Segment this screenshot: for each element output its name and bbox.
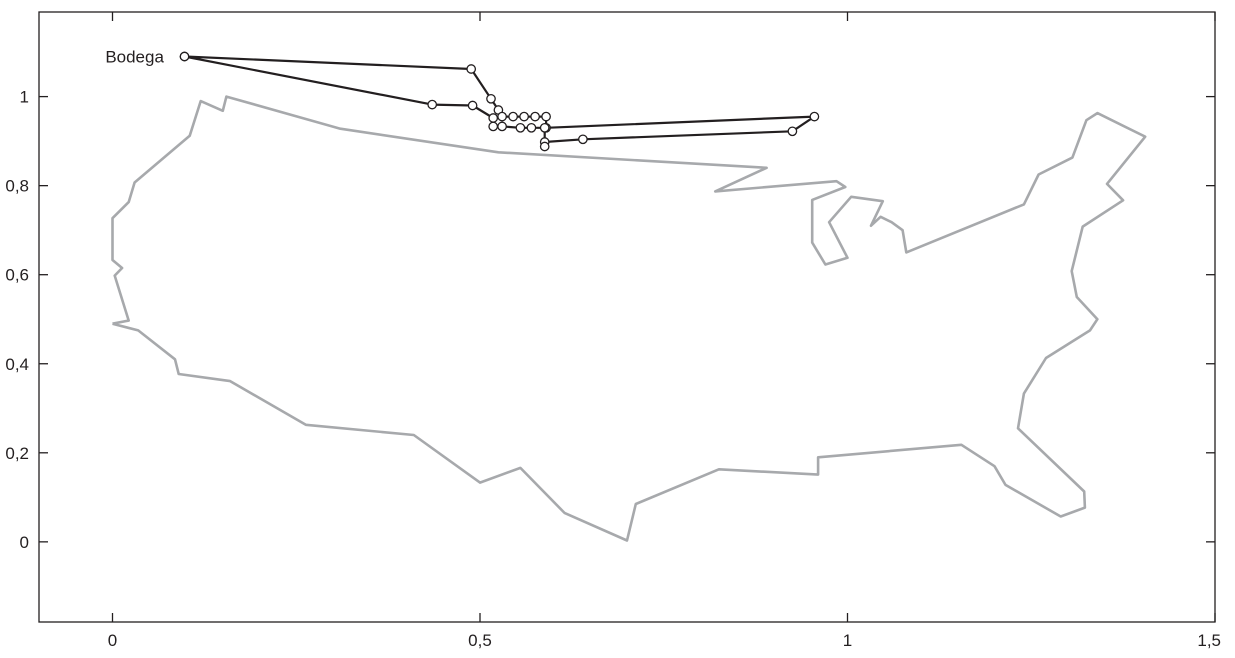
- series-point: [515, 122, 526, 133]
- series-point: [578, 134, 588, 145]
- ticks: [39, 12, 1216, 622]
- tick-labels: 0 0,5 1 1,5 0 0,2 0,4 0,6 0,8 1: [5, 88, 1221, 650]
- x-tick-label: 0: [108, 631, 117, 650]
- series-point: [179, 51, 190, 62]
- series-point: [809, 111, 820, 122]
- series-point: [467, 100, 478, 111]
- series-point: [427, 99, 438, 110]
- y-tick-label: 1: [20, 88, 29, 107]
- series-line: [184, 55, 816, 148]
- plot-frame: [38, 11, 1216, 623]
- y-tick-label: 0: [20, 533, 29, 552]
- y-tick-label: 0,8: [5, 177, 29, 196]
- series-point: [519, 111, 529, 122]
- series-point: [488, 113, 499, 123]
- map-outline: [111, 95, 1147, 542]
- series-point: [466, 64, 477, 74]
- y-tick-label: 0,4: [5, 355, 29, 374]
- annotation-bodega: Bodega: [105, 48, 164, 67]
- y-tick-label: 0,2: [5, 444, 29, 463]
- series-point: [526, 122, 537, 133]
- series-point: [539, 122, 550, 133]
- x-tick-label: 1: [843, 631, 852, 650]
- series-point: [787, 126, 798, 137]
- series-markers: [179, 51, 820, 152]
- y-tick-label: 0,6: [5, 266, 29, 285]
- x-tick-label: 0,5: [468, 631, 492, 650]
- series-point: [539, 141, 550, 152]
- x-tick-label: 1,5: [1197, 631, 1221, 650]
- series-point: [530, 111, 540, 122]
- series-point: [488, 121, 499, 132]
- series-point: [541, 111, 551, 122]
- series-point: [486, 93, 496, 104]
- series-point: [497, 111, 507, 122]
- series-point: [508, 111, 518, 122]
- series-point: [497, 121, 507, 132]
